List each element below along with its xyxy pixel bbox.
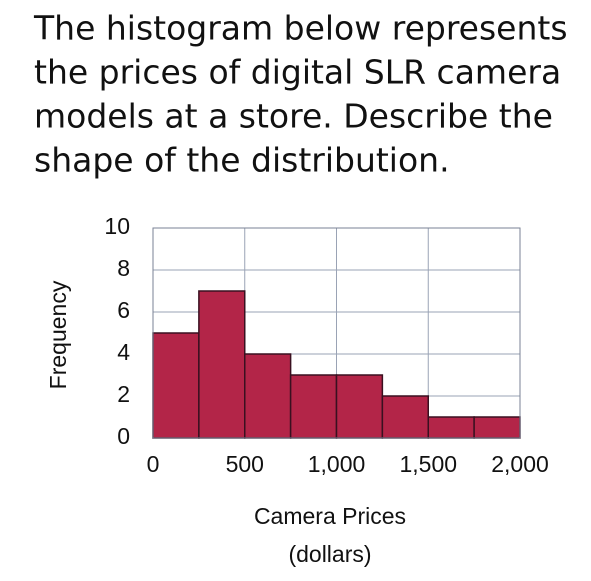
y-axis-label: Frequency [45, 280, 71, 389]
x-tick-label: 1,000 [308, 451, 366, 477]
x-axis-label: Camera Prices [254, 503, 406, 529]
question-line: shape of the distribution. [34, 141, 450, 180]
y-tick-label: 0 [117, 423, 130, 449]
x-tick-label: 500 [226, 451, 264, 477]
bar [152, 332, 200, 439]
bar [473, 416, 521, 439]
bar [198, 290, 246, 439]
y-tick-label: 10 [104, 213, 130, 239]
question-line: the prices of digital SLR camera [34, 53, 561, 92]
plot-frame [152, 227, 521, 439]
x-tick-label: 0 [147, 451, 160, 477]
question-line: The histogram below represents [33, 9, 568, 48]
bar [289, 374, 338, 439]
question-line: models at a store. Describe the [34, 97, 553, 136]
bar [427, 416, 475, 439]
bar [335, 374, 384, 439]
x-tick-label: 1,500 [399, 451, 457, 477]
y-tick-label: 2 [117, 381, 130, 407]
y-tick-label: 6 [117, 297, 130, 323]
x-axis-label: (dollars) [288, 541, 371, 567]
y-tick-label: 4 [117, 339, 130, 365]
y-tick-label: 8 [117, 255, 130, 281]
bar [244, 353, 292, 439]
x-tick-label: 2,000 [491, 451, 549, 477]
bar [381, 395, 429, 439]
